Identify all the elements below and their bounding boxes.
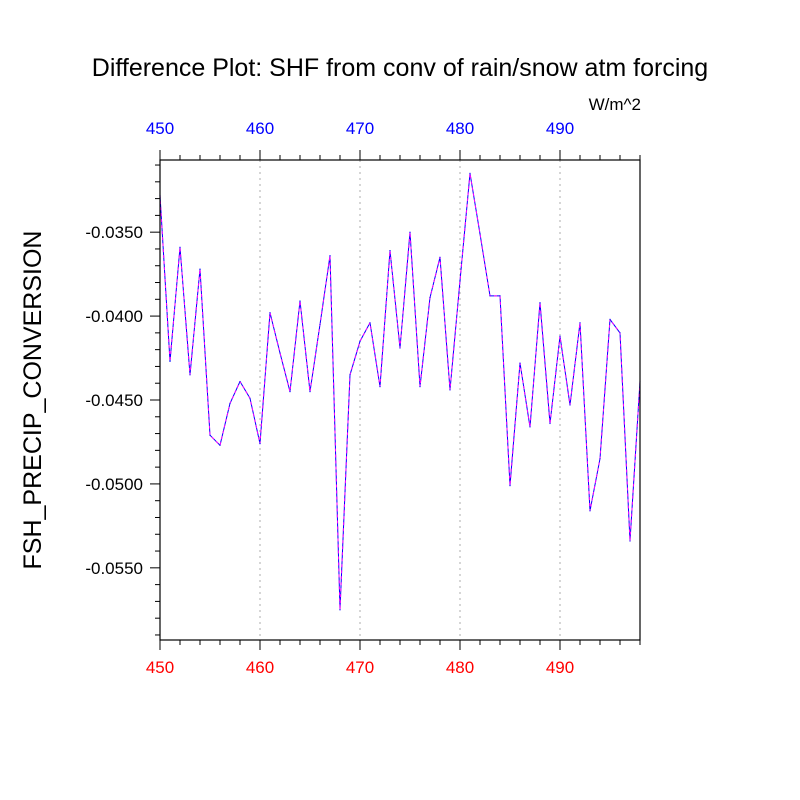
- bottom-x-tick-label: 450: [146, 658, 174, 677]
- bottom-x-tick-label: 490: [546, 658, 574, 677]
- y-tick-label: -0.0450: [85, 391, 143, 410]
- data-point: [529, 426, 531, 428]
- top-x-tick-label: 460: [246, 119, 274, 138]
- data-point: [189, 374, 191, 376]
- data-point: [309, 391, 311, 393]
- data-point: [409, 231, 411, 233]
- data-point: [549, 422, 551, 425]
- data-point: [209, 434, 211, 436]
- data-point: [519, 362, 521, 364]
- data-point: [449, 389, 451, 391]
- data-point: [399, 347, 401, 349]
- data-series: [159, 172, 641, 611]
- data-point: [169, 360, 171, 362]
- data-point: [479, 233, 481, 235]
- data-point: [199, 268, 201, 270]
- data-point: [349, 374, 351, 376]
- bottom-x-tick-label: 480: [446, 658, 474, 677]
- y-tick-label: -0.0400: [85, 307, 143, 326]
- data-point: [559, 335, 561, 337]
- data-point: [609, 318, 611, 320]
- grid-lines: [259, 160, 561, 640]
- y-tick-label: -0.0550: [85, 559, 143, 578]
- top-x-tick-label: 470: [346, 119, 374, 138]
- data-point: [219, 444, 221, 446]
- data-point: [339, 609, 341, 611]
- data-point: [569, 404, 571, 406]
- y-axis-label: FSH_PRECIP_CONVERSION: [19, 231, 47, 570]
- data-point: [239, 380, 241, 383]
- data-point: [389, 250, 391, 252]
- data-point: [269, 312, 271, 314]
- data-point: [619, 332, 621, 334]
- data-point: [329, 255, 331, 257]
- y-tick-label: -0.0500: [85, 475, 143, 494]
- chart-title: Difference Plot: SHF from conv of rain/s…: [92, 54, 708, 82]
- units-label: W/m^2: [589, 95, 641, 114]
- data-point: [289, 391, 291, 393]
- data-point: [279, 352, 281, 354]
- data-point: [299, 300, 301, 302]
- data-point: [539, 302, 541, 304]
- data-point: [319, 323, 321, 326]
- top-x-tick-label: 450: [146, 119, 174, 138]
- axis-ticks: [150, 150, 641, 650]
- data-point: [179, 246, 181, 248]
- data-point: [499, 295, 501, 297]
- data-point: [599, 458, 601, 460]
- y-tick-label: -0.0350: [85, 223, 143, 242]
- data-point: [509, 485, 511, 487]
- top-x-tick-label: 490: [546, 119, 574, 138]
- data-point: [429, 297, 431, 299]
- data-point: [229, 402, 231, 404]
- data-point: [489, 295, 491, 297]
- data-point: [259, 443, 261, 445]
- data-point: [439, 256, 441, 258]
- bottom-x-tick-label: 470: [346, 658, 374, 677]
- data-point: [419, 386, 421, 388]
- data-point: [379, 386, 381, 388]
- data-point: [459, 280, 461, 282]
- top-x-tick-label: 480: [446, 119, 474, 138]
- data-point: [359, 340, 361, 342]
- bottom-x-tick-label: 460: [246, 658, 274, 677]
- data-point: [579, 322, 581, 324]
- data-point: [629, 540, 631, 542]
- series-line: [159, 172, 641, 611]
- tick-labels: 450 450 460 460 470 470 480 480 490 490 -0.0350 -0.…: [85, 119, 574, 677]
- data-point: [589, 510, 591, 512]
- data-point: [249, 397, 251, 399]
- data-point: [369, 322, 371, 324]
- data-point: [469, 172, 471, 174]
